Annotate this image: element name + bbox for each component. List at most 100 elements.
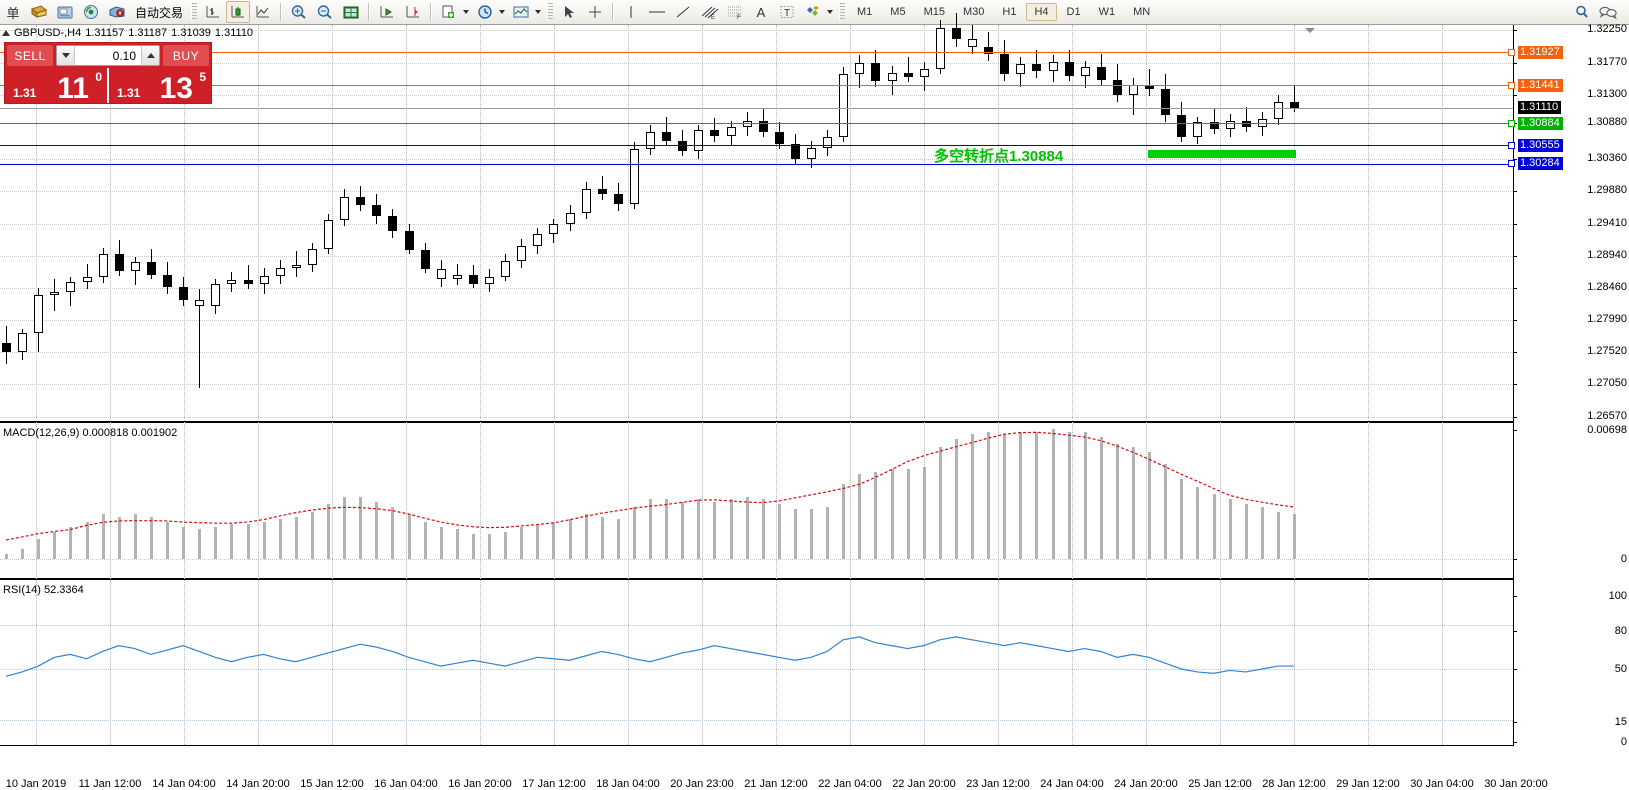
expert-advisor-icon[interactable] — [104, 1, 130, 23]
one-click-trading-panel[interactable]: SELL 0.10 BUY 1.31 11 0 1.31 13 5 — [4, 42, 212, 105]
price-level-handle[interactable] — [1508, 81, 1515, 89]
candlestick — [919, 68, 929, 77]
rsi-pane[interactable] — [0, 580, 1513, 745]
price-level-handle[interactable] — [1508, 119, 1515, 127]
support-zone-rect[interactable] — [1148, 150, 1296, 158]
timeframe-mn[interactable]: MN — [1133, 6, 1151, 18]
timeframe-h1[interactable]: H1 — [1002, 6, 1017, 18]
buy-price-block[interactable]: 1.31 13 5 — [109, 68, 211, 105]
chevron-up-icon — [146, 53, 155, 58]
candle-wick — [199, 288, 201, 388]
signal-icon[interactable] — [78, 1, 104, 23]
price-level-line[interactable] — [0, 52, 1513, 53]
shapes-dropdown-caret[interactable] — [827, 10, 834, 14]
timeframe-d1[interactable]: D1 — [1066, 6, 1081, 18]
price-level-line[interactable] — [0, 107, 1513, 109]
indicators-icon[interactable] — [508, 1, 534, 23]
chart-shift-icon[interactable] — [400, 1, 426, 23]
shapes-icon[interactable] — [800, 1, 826, 23]
price-axis-label: 1.27990 — [1587, 313, 1627, 326]
trendline-icon[interactable] — [670, 1, 696, 23]
price-level-handle[interactable] — [1508, 160, 1515, 168]
candlestick — [758, 120, 768, 132]
volume-increase-button[interactable] — [141, 46, 159, 65]
price-level-tag: 1.30884 — [1518, 116, 1563, 130]
macd-histogram-bar — [1148, 451, 1152, 559]
candlestick-chart-icon[interactable] — [226, 1, 251, 23]
pane-separator-rsi[interactable] — [0, 578, 1514, 580]
order-icon[interactable]: 单 — [6, 5, 20, 21]
macd-histogram-bar — [327, 504, 330, 559]
bar-chart-icon[interactable] — [200, 1, 226, 23]
vertical-line-icon[interactable] — [618, 1, 644, 23]
zoom-in-icon[interactable] — [286, 1, 312, 23]
pane-separator-macd[interactable] — [0, 421, 1514, 423]
time-axis-line — [0, 745, 1514, 746]
candlestick — [662, 132, 672, 142]
candlestick — [1177, 115, 1187, 137]
auto-scroll-icon[interactable] — [374, 1, 400, 23]
period-dropdown-caret[interactable] — [499, 10, 506, 14]
macd-pane[interactable] — [0, 423, 1513, 578]
timeframe-w1[interactable]: W1 — [1098, 6, 1116, 18]
timeframe-m15[interactable]: M15 — [923, 6, 945, 18]
price-level-line[interactable] — [0, 123, 1513, 125]
search-icon[interactable] — [1569, 1, 1595, 23]
zoom-out-icon[interactable] — [312, 1, 338, 23]
period-clock-icon[interactable] — [472, 1, 498, 23]
candlestick — [968, 38, 977, 48]
volume-decrease-button[interactable] — [57, 46, 75, 65]
price-level-line[interactable] — [0, 145, 1513, 147]
sell-price-block[interactable]: 1.31 11 0 — [5, 68, 109, 105]
line-chart-icon[interactable] — [250, 1, 276, 23]
chart-annotation-label[interactable]: 多空转折点1.30884 — [934, 148, 1064, 165]
timeframe-h4[interactable]: H4 — [1026, 3, 1057, 21]
buy-button[interactable]: BUY — [163, 45, 209, 66]
equidistant-channel-icon[interactable]: E — [696, 1, 722, 23]
candlestick — [984, 47, 994, 54]
news-icon[interactable] — [52, 1, 78, 23]
svg-text:F: F — [737, 15, 741, 20]
macd-tick — [1513, 559, 1517, 560]
price-level-line[interactable] — [0, 163, 1513, 165]
price-level-line[interactable] — [0, 85, 1513, 87]
time-axis-label: 21 Jan 12:00 — [744, 778, 808, 790]
horizontal-line-icon[interactable] — [644, 1, 670, 23]
time-axis-label: 10 Jan 2019 — [5, 778, 67, 790]
chat-icon[interactable] — [1595, 1, 1621, 23]
macd-histogram-bar — [1228, 499, 1232, 559]
volume-value[interactable]: 0.10 — [112, 48, 136, 63]
text-label-icon[interactable]: T — [774, 1, 800, 23]
new-chart-icon[interactable] — [436, 1, 462, 23]
buy-price-main: 13 — [159, 72, 193, 105]
toolbar-grip-2[interactable] — [547, 3, 554, 21]
price-level-tag: 1.30555 — [1518, 138, 1563, 152]
candlestick — [1080, 67, 1090, 76]
timeframe-m5[interactable]: M5 — [890, 6, 906, 18]
new-chart-dropdown-caret[interactable] — [463, 10, 470, 14]
gridline-h — [0, 30, 1513, 31]
crosshair-icon[interactable] — [582, 1, 608, 23]
data-window-icon[interactable] — [338, 1, 364, 23]
price-level-handle[interactable] — [1508, 48, 1515, 56]
indicators-dropdown-caret[interactable] — [535, 10, 542, 14]
volume-stepper[interactable]: 0.10 — [56, 45, 160, 66]
time-axis-label: 23 Jan 12:00 — [966, 778, 1030, 790]
chart-area[interactable]: 1.32250 1.31770 1.31300 1.30880 1.30360 1.298… — [0, 12, 1629, 790]
cursor-arrow-icon[interactable] — [556, 1, 582, 23]
text-icon[interactable]: A — [756, 4, 766, 20]
wallet-icon[interactable] — [26, 1, 52, 23]
toolbar-grip-3[interactable] — [839, 3, 846, 21]
timeframe-m1[interactable]: M1 — [857, 6, 873, 18]
fibonacci-retracement-icon[interactable]: F — [722, 1, 748, 23]
chart-window-dropdown-caret[interactable] — [1305, 28, 1315, 33]
symbol-close: 1.31110 — [214, 27, 254, 39]
price-level-handle[interactable] — [1508, 141, 1515, 149]
sell-button[interactable]: SELL — [7, 45, 53, 66]
timeframe-m30[interactable]: M30 — [962, 6, 985, 18]
autotrade-button[interactable]: 自动交易 — [135, 5, 184, 20]
toolbar-grip[interactable] — [191, 3, 198, 21]
candlestick — [1209, 121, 1219, 129]
candle-wick — [1245, 106, 1247, 133]
rsi-gridline — [0, 669, 1513, 670]
